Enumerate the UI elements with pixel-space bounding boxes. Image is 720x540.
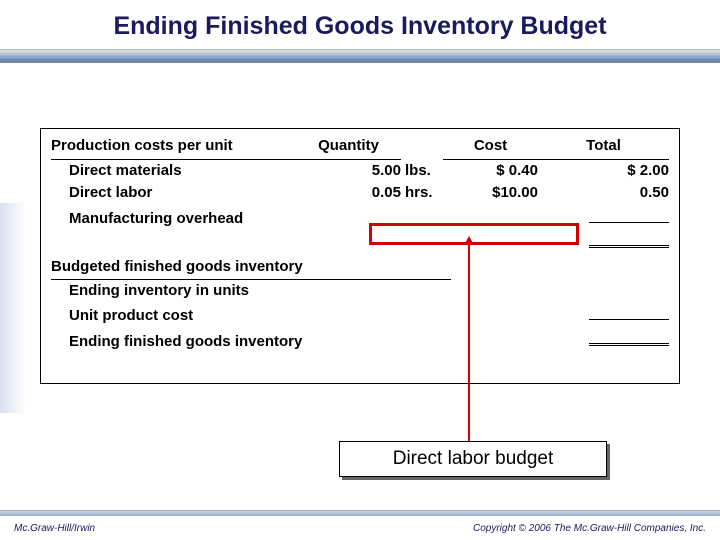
table-row: Direct labor 0.05 hrs. $10.00 0.50	[51, 182, 669, 205]
header-cost: Cost	[443, 135, 538, 160]
header-quantity: Quantity	[296, 135, 401, 160]
row-label: Direct materials	[51, 160, 296, 183]
row-total: 0.50	[538, 182, 669, 205]
row-label: Manufacturing overhead	[51, 208, 296, 231]
slide-title: Ending Finished Goods Inventory Budget	[0, 12, 720, 41]
table-row: Ending inventory in units	[51, 280, 669, 303]
section2-header: Budgeted finished goods inventory	[51, 256, 451, 280]
table-header-row: Production costs per unit Quantity Cost …	[51, 135, 669, 160]
row-cost: $10.00	[443, 182, 538, 205]
spacer	[51, 248, 669, 256]
row-unit: hrs.	[401, 182, 443, 205]
row-label: Unit product cost	[51, 305, 451, 328]
row-qty: 0.05	[296, 182, 401, 205]
slide-header: Ending Finished Goods Inventory Budget	[0, 0, 720, 49]
footer-left: Mc.Graw-Hill/Irwin	[14, 523, 95, 534]
callout-arrow-line	[468, 244, 470, 441]
callout-arrow-head	[464, 236, 474, 245]
row-label: Ending inventory in units	[51, 280, 451, 303]
table-row: Ending finished goods inventory	[51, 328, 669, 354]
table-row: Manufacturing overhead	[51, 205, 669, 231]
footer: Mc.Graw-Hill/Irwin Copyright © 2006 The …	[0, 516, 720, 540]
callout-text: Direct labor budget	[393, 448, 554, 470]
budget-table: Production costs per unit Quantity Cost …	[40, 128, 680, 384]
header-decorative-bars	[0, 49, 720, 63]
header-production-costs: Production costs per unit	[51, 135, 296, 160]
table-row: Direct materials 5.00 lbs. $ 0.40 $ 2.00	[51, 160, 669, 183]
row-qty: 5.00	[296, 160, 401, 183]
row-total: $ 2.00	[538, 160, 669, 183]
left-gradient-strip	[0, 203, 26, 413]
row-cost: $ 0.40	[443, 160, 538, 183]
row-total-blank	[538, 205, 669, 223]
content-area: Production costs per unit Quantity Cost …	[0, 63, 720, 483]
row-label: Ending finished goods inventory	[51, 331, 451, 354]
table-row: Unit product cost	[51, 302, 669, 328]
row-unit: lbs.	[401, 160, 443, 183]
callout-box: Direct labor budget	[339, 441, 607, 477]
row-label: Direct labor	[51, 182, 296, 205]
header-total: Total	[538, 135, 669, 160]
footer-right: Copyright © 2006 The Mc.Graw-Hill Compan…	[473, 523, 706, 534]
table-row-total-blank	[51, 230, 669, 248]
section2-header-row: Budgeted finished goods inventory	[51, 256, 669, 280]
